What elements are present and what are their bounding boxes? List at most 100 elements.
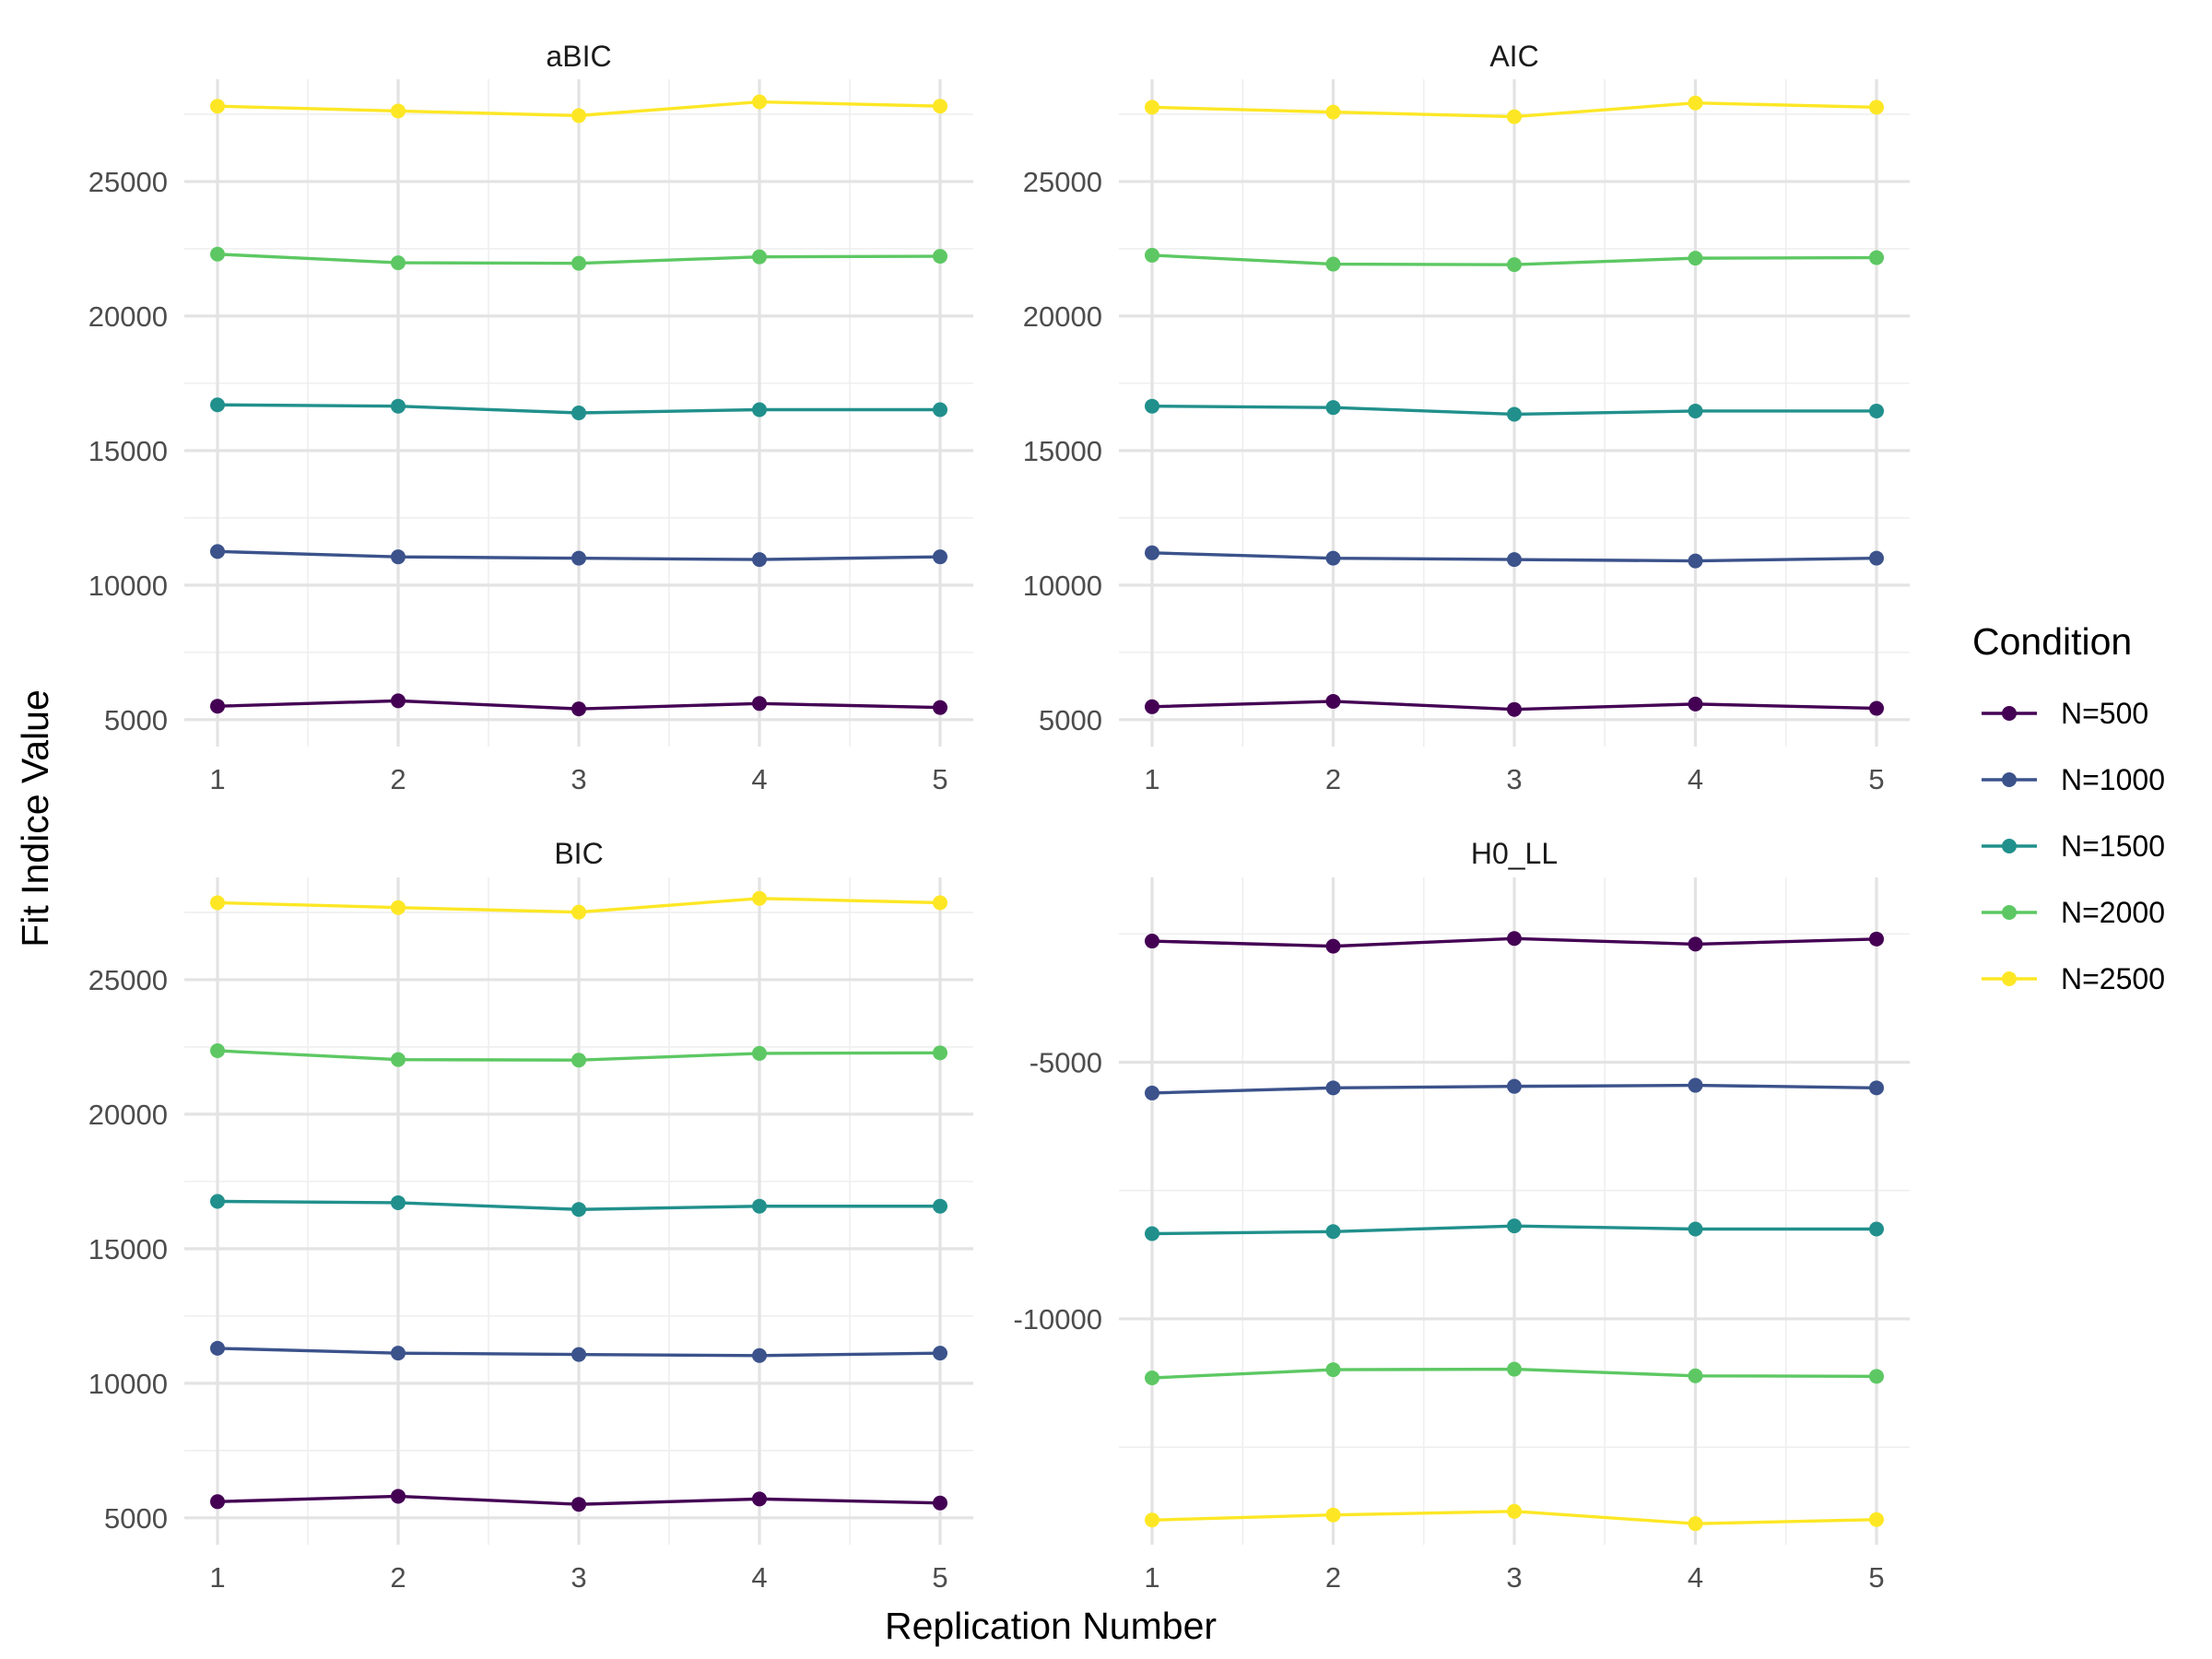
data-point [1869, 1080, 1884, 1096]
data-point [1688, 251, 1703, 266]
data-point [391, 1194, 406, 1210]
y-tick-label: 5000 [104, 1502, 168, 1535]
y-tick-label: 10000 [88, 1368, 168, 1400]
data-point [933, 700, 947, 715]
data-point [1325, 1224, 1341, 1240]
data-point [1869, 100, 1884, 115]
legend-label: N=1000 [2061, 763, 2165, 796]
data-point [752, 1045, 767, 1061]
x-tick-label: 2 [390, 763, 406, 795]
data-point [571, 1202, 586, 1218]
data-point [210, 699, 225, 714]
data-point [1688, 1221, 1703, 1237]
data-point [571, 1347, 586, 1362]
y-tick-label: 20000 [88, 1099, 168, 1131]
data-point [391, 255, 406, 271]
series-n-500 [210, 1488, 947, 1512]
x-axis-title: Replication Number [885, 1605, 1217, 1647]
data-point [1869, 931, 1884, 947]
x-tick-label: 4 [751, 1561, 767, 1594]
data-point [210, 99, 225, 114]
series-n-1000 [210, 1340, 947, 1363]
y-tick-label: 20000 [1023, 300, 1102, 333]
x-tick-label: 4 [1688, 763, 1703, 795]
x-tick-label: 2 [390, 1561, 406, 1594]
data-point [1507, 257, 1522, 273]
series-n-1000 [210, 544, 947, 568]
data-point [210, 895, 225, 911]
data-point [1325, 550, 1341, 566]
series-n-500 [1145, 693, 1884, 717]
x-tick-label: 5 [932, 763, 947, 795]
data-point [1145, 1371, 1159, 1385]
legend-entry: N=1000 [1982, 763, 2165, 796]
data-point [1507, 931, 1522, 947]
data-point [752, 696, 767, 712]
data-point [1869, 550, 1884, 566]
data-point [210, 1494, 225, 1510]
data-point [571, 255, 586, 271]
legend-entry: N=2000 [1982, 896, 2165, 929]
x-tick-label: 5 [1868, 1561, 1884, 1594]
data-point [1688, 1368, 1703, 1383]
series-n-2000 [1145, 247, 1884, 273]
data-point [1869, 1221, 1884, 1237]
data-point [391, 549, 406, 565]
y-tick-label: 20000 [88, 300, 168, 333]
data-point [571, 550, 586, 566]
data-point [1507, 109, 1522, 124]
series-n-1500 [1145, 1218, 1884, 1241]
y-tick-label: 25000 [1023, 166, 1102, 198]
data-point [1507, 701, 1522, 717]
data-point [1869, 700, 1884, 716]
panel-title: aBIC [546, 40, 611, 73]
data-point [933, 895, 947, 911]
series-n-1000 [1145, 1077, 1884, 1100]
y-tick-label: 25000 [88, 964, 168, 996]
x-tick-label: 1 [209, 1561, 225, 1594]
y-axis-title: Fit Indice Value [14, 689, 56, 947]
data-point [391, 1488, 406, 1504]
data-point [1145, 1085, 1159, 1100]
legend-key-point [2002, 905, 2017, 920]
data-point [1688, 1516, 1703, 1532]
x-tick-label: 2 [1325, 1561, 1341, 1594]
data-point [1869, 1512, 1884, 1527]
data-point [210, 544, 225, 559]
legend-label: N=2500 [2061, 962, 2165, 995]
legend-title: Condition [1972, 620, 2132, 663]
data-point [1145, 1512, 1159, 1528]
y-tick-label: 15000 [88, 435, 168, 467]
data-point [391, 398, 406, 414]
y-tick-label: 25000 [88, 166, 168, 198]
series-n-2500 [210, 890, 947, 920]
series-n-1500 [210, 397, 947, 420]
data-point [1507, 1218, 1522, 1234]
data-point [933, 402, 947, 418]
data-point [1688, 696, 1703, 712]
data-point [1507, 406, 1522, 422]
data-point [1325, 1362, 1341, 1378]
legend-entry: N=500 [1982, 697, 2148, 730]
data-point [1869, 1369, 1884, 1384]
y-tick-label: 15000 [1023, 435, 1102, 467]
legend-label: N=500 [2061, 697, 2148, 730]
data-point [391, 900, 406, 915]
x-tick-label: 3 [1506, 1561, 1522, 1594]
y-tick-label: -5000 [1030, 1046, 1102, 1078]
data-point [210, 397, 225, 413]
data-point [933, 1495, 947, 1511]
data-point [571, 108, 586, 124]
data-point [1507, 1078, 1522, 1094]
data-point [210, 246, 225, 262]
data-point [1688, 553, 1703, 569]
series-n-2000 [1145, 1361, 1884, 1385]
series-n-500 [210, 693, 947, 717]
data-point [1145, 100, 1159, 115]
legend-key-point [2002, 706, 2017, 721]
panel-title: BIC [554, 837, 603, 870]
data-point [571, 1053, 586, 1068]
x-tick-label: 1 [1144, 1561, 1159, 1594]
